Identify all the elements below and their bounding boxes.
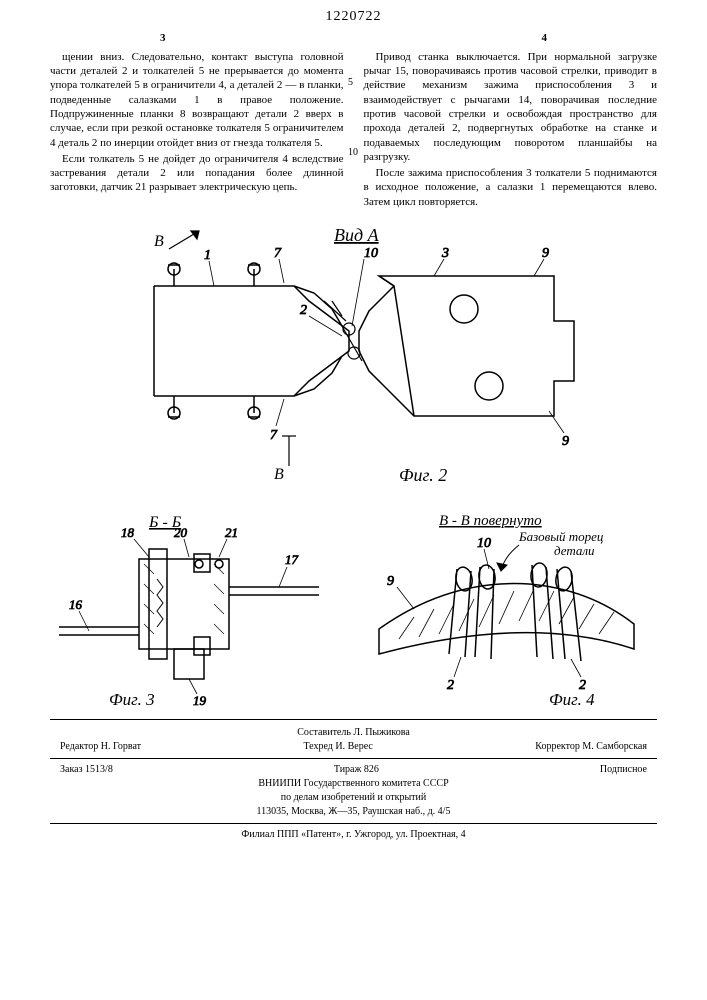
text-columns: 5 10 щении вниз. Следовательно, контакт … <box>0 50 707 221</box>
callout: 10 <box>364 246 378 261</box>
paragraph: Если толкатель 5 не дойдет до ограничите… <box>50 152 344 195</box>
page-numbers: 3 4 <box>0 31 707 50</box>
fig4-caption: Фиг. 4 <box>549 690 595 709</box>
callout: 1 <box>204 248 211 263</box>
footer-techred: Техред И. Верес <box>303 740 372 754</box>
callout: 10 <box>477 536 491 551</box>
footer-tirage: Тираж 826 <box>334 763 379 777</box>
callout: 3 <box>441 246 449 261</box>
callout: 9 <box>387 574 394 589</box>
column-left: щении вниз. Следовательно, контакт высту… <box>50 50 344 211</box>
footer-org1: ВНИИПИ Государственного комитета СССР <box>50 777 657 791</box>
callout: 2 <box>447 678 454 693</box>
line-marker: 10 <box>348 146 358 160</box>
callout: 18 <box>121 525 135 540</box>
footer-center: Составитель Л. Пыжикова <box>297 726 410 740</box>
footer-org2: по делам изобретений и открытий <box>50 791 657 805</box>
footer: Составитель Л. Пыжикова Редактор Н. Горв… <box>50 719 657 842</box>
footer-branch: Филиал ППП «Патент», г. Ужгород, ул. Про… <box>50 828 657 842</box>
figure-2: В Вид А <box>40 221 667 501</box>
paragraph: Привод станка выключается. При нормально… <box>364 50 658 164</box>
fig3-caption: Фиг. 3 <box>109 690 155 709</box>
callout: 19 <box>193 693 207 708</box>
figures-area: В Вид А <box>0 221 707 709</box>
callout: 7 <box>270 428 278 443</box>
footer-order: Заказ 1513/8 <box>60 763 113 777</box>
b-label-top: В <box>154 233 164 250</box>
page-right: 4 <box>542 31 548 46</box>
callout: 21 <box>225 525 238 540</box>
callout: 9 <box>542 246 549 261</box>
figure-4: В - В повернуто Базовый торец детали <box>359 509 659 709</box>
view-label: Вид А <box>334 225 380 245</box>
footer-editor: Редактор Н. Горват <box>60 740 141 754</box>
callout: 9 <box>562 434 569 449</box>
fig4-section: В - В повернуто <box>439 513 542 529</box>
line-marker: 5 <box>348 76 353 90</box>
b-label-bottom: В <box>274 466 284 483</box>
callout: 17 <box>285 552 299 567</box>
doc-number: 1220722 <box>0 0 707 31</box>
callout: 2 <box>300 303 307 318</box>
footer-address: 113035, Москва, Ж—35, Раушская наб., д. … <box>50 805 657 819</box>
page-left: 3 <box>160 31 166 46</box>
fig4-note2: детали <box>554 543 595 558</box>
fig2-caption: Фиг. 2 <box>399 465 447 485</box>
footer-corrector: Корректор М. Самборская <box>535 740 647 754</box>
callout: 16 <box>69 597 83 612</box>
figure-3: Б - Б 18 2 <box>49 509 329 709</box>
paragraph: щении вниз. Следовательно, контакт высту… <box>50 50 344 150</box>
callout: 20 <box>174 525 188 540</box>
paragraph: После зажима приспособления 3 толкатели … <box>364 166 658 209</box>
callout: 7 <box>274 246 282 261</box>
footer-sub: Подписное <box>600 763 647 777</box>
column-right: Привод станка выключается. При нормально… <box>364 50 658 211</box>
fig4-note1: Базовый торец <box>518 529 604 544</box>
